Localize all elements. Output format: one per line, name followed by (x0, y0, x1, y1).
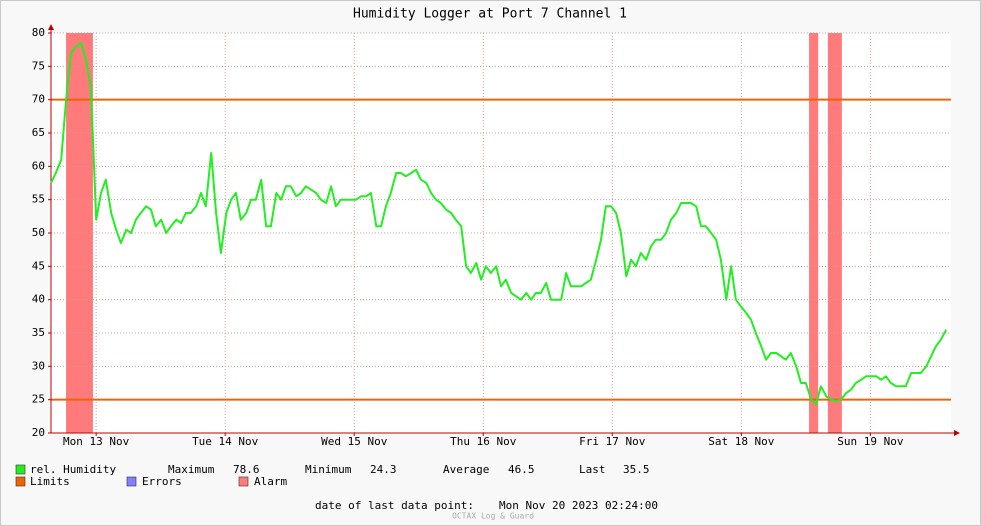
y-axis-arrow (48, 24, 54, 30)
y-tick-label: 40 (32, 293, 45, 306)
x-axis-arrow (954, 430, 960, 436)
legend-label: Alarm (254, 475, 287, 488)
footer-value: Mon Nov 20 2023 02:24:00 (499, 499, 658, 512)
y-tick-label: 20 (32, 426, 45, 439)
data-line (50, 42, 948, 406)
y-tick-label: 25 (32, 393, 45, 406)
stat-value: 46.5 (508, 463, 535, 476)
legend-label: Errors (142, 475, 182, 488)
legend-label: Limits (30, 475, 70, 488)
legend-swatch (15, 464, 26, 475)
y-tick-label: 50 (32, 226, 45, 239)
legend-swatch (238, 476, 249, 487)
stat-label: Maximum (168, 463, 215, 476)
x-tick-label: Tue 14 Nov (192, 435, 259, 448)
y-tick-label: 70 (32, 93, 45, 106)
x-tick-label: Sat 18 Nov (708, 435, 775, 448)
y-tick-label: 45 (32, 259, 45, 272)
legend-swatch (15, 476, 26, 487)
y-tick-label: 30 (32, 359, 45, 372)
x-tick-label: Sun 19 Nov (837, 435, 904, 448)
y-tick-label: 60 (32, 159, 45, 172)
chart-title: Humidity Logger at Port 7 Channel 1 (353, 7, 627, 22)
y-tick-label: 75 (32, 59, 45, 72)
legend-label: rel. Humidity (30, 463, 116, 476)
watermark: OCTAX Log & Guard (452, 512, 534, 521)
stat-label: Minimum (305, 463, 352, 476)
y-tick-label: 80 (32, 26, 45, 39)
x-tick-label: Fri 17 Nov (579, 435, 646, 448)
alarm-band (66, 33, 93, 433)
stat-label: Last (579, 463, 606, 476)
stat-value: 35.5 (623, 463, 650, 476)
y-tick-label: 55 (32, 193, 45, 206)
footer-label: date of last data point: (315, 499, 474, 512)
x-tick-label: Mon 13 Nov (63, 435, 130, 448)
stat-value: 78.6 (233, 463, 260, 476)
x-tick-label: Wed 15 Nov (321, 435, 388, 448)
y-tick-label: 35 (32, 326, 45, 339)
legend-swatch (126, 476, 137, 487)
x-tick-label: Thu 16 Nov (450, 435, 517, 448)
y-tick-label: 65 (32, 126, 45, 139)
stat-value: 24.3 (370, 463, 397, 476)
stat-label: Average (443, 463, 489, 476)
